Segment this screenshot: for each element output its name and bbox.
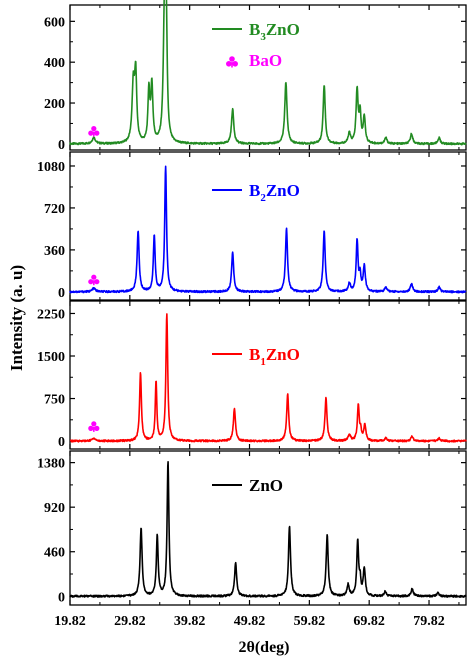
series-line-second: [69, 165, 467, 294]
x-axis-label: 2θ(deg): [238, 639, 289, 656]
y-tick-label: 920: [44, 501, 65, 516]
y-tick-label: 200: [44, 97, 65, 112]
panel-frame: [69, 300, 467, 450]
y-tick-label: 0: [58, 435, 65, 450]
y-tick-label: 600: [44, 15, 65, 30]
series-line-top: [69, 0, 467, 146]
y-tick-label: 400: [44, 56, 65, 71]
bao-legend-label: BaO: [249, 51, 282, 70]
series-line-bottom: [69, 461, 467, 598]
y-axis-label: Intensity (a. u): [7, 265, 26, 371]
panel-third: 0 750 1500 2250 B1ZnO: [37, 300, 467, 450]
panel-second: 0 360 720 1080 B2ZnO: [37, 151, 467, 301]
legend-label-second: B2ZnO: [249, 181, 300, 204]
y-tick-label: 720: [44, 202, 65, 217]
y-tick-label: 0: [58, 590, 65, 605]
x-tick-label: 49.82: [234, 614, 266, 629]
y-tick-label: 750: [44, 393, 65, 408]
bao-club-marker: [88, 274, 100, 286]
bao-club-marker: [88, 126, 100, 137]
y-tick-label: 2250: [37, 307, 65, 322]
y-tick-label: 1380: [37, 457, 65, 472]
panels-group: 0 200 400 600 B3ZnO BaO 0 360 720 1080 B2ZnO 0 750 15…: [37, 0, 467, 629]
bao-legend-symbol: [226, 56, 238, 68]
x-tick-label: 69.82: [353, 614, 385, 629]
legend-label-third: B1ZnO: [249, 345, 300, 368]
y-tick-label: 1500: [37, 350, 65, 365]
y-tick-label: 0: [58, 138, 65, 153]
x-tick-label: 59.82: [294, 614, 326, 629]
legend-label-top: B3ZnO: [249, 20, 300, 43]
panel-frame: [69, 4, 467, 151]
panel-frame: [69, 151, 467, 301]
series-line-third: [69, 313, 467, 443]
x-tick-label: 39.82: [174, 614, 206, 629]
legend-label-bottom: ZnO: [249, 476, 283, 495]
panel-frame: [69, 450, 467, 606]
x-tick-label: 19.82: [54, 614, 86, 629]
panel-bottom: 0 460 920 1380 ZnO: [37, 450, 467, 606]
bao-club-marker: [88, 421, 100, 432]
x-tick-label: 29.82: [114, 614, 146, 629]
y-tick-label: 360: [44, 244, 65, 259]
panel-top: 0 200 400 600 B3ZnO BaO: [44, 0, 467, 153]
y-tick-label: 1080: [37, 160, 65, 175]
x-tick-label: 79.82: [413, 614, 445, 629]
y-tick-label: 0: [58, 286, 65, 301]
y-tick-label: 460: [44, 546, 65, 561]
